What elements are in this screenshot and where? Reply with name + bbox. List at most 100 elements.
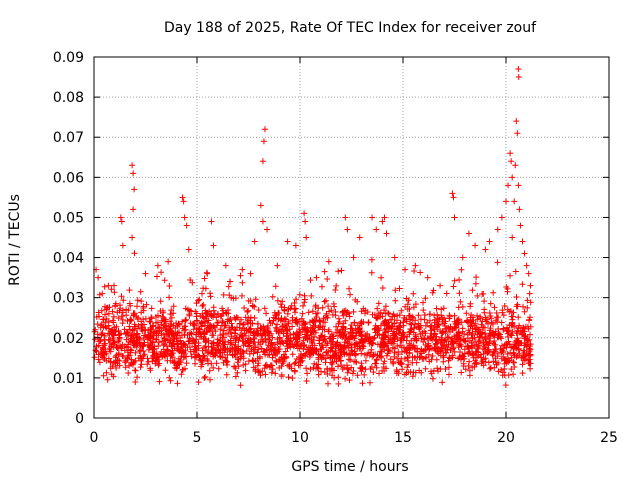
data-point: [130, 170, 137, 177]
data-point: [402, 266, 409, 273]
y-tick-label: 0: [75, 411, 84, 427]
data-point: [379, 218, 386, 225]
data-point: [465, 230, 472, 237]
data-point: [204, 270, 211, 277]
data-point: [313, 274, 320, 281]
data-point: [165, 258, 172, 265]
y-tick-label: 0.02: [53, 331, 84, 347]
data-point: [525, 270, 532, 277]
data-point: [391, 254, 398, 261]
data-point: [210, 242, 217, 249]
data-point: [503, 198, 509, 205]
data-point: [526, 290, 533, 297]
x-tick-label: 25: [600, 430, 618, 446]
data-point: [373, 226, 380, 233]
data-point: [512, 162, 519, 169]
data-point: [180, 198, 187, 205]
data-point: [482, 246, 489, 253]
data-point: [185, 246, 192, 253]
data-point: [259, 218, 266, 225]
data-point: [521, 250, 528, 257]
data-point: [350, 254, 357, 261]
data-point: [519, 238, 526, 245]
data-point: [369, 214, 376, 221]
data-point: [261, 126, 268, 133]
data-point: [516, 206, 523, 213]
data-point: [451, 214, 458, 221]
data-point: [515, 74, 522, 81]
data-point: [515, 182, 522, 189]
data-point: [424, 274, 431, 281]
x-tick-label: 10: [291, 430, 309, 446]
data-point: [131, 186, 138, 193]
y-axis-label: ROTI / TECUs: [7, 194, 23, 286]
data-point: [301, 210, 308, 217]
roti-series: [91, 66, 534, 389]
data-point: [437, 282, 444, 289]
data-point: [342, 214, 349, 221]
data-point: [179, 194, 186, 201]
data-point: [181, 214, 188, 221]
data-point: [222, 262, 229, 269]
data-point: [142, 270, 149, 277]
data-point: [105, 282, 112, 289]
chart-title: Day 188 of 2025, Rate Of TEC Index for r…: [164, 20, 537, 36]
data-point: [513, 118, 520, 125]
data-point: [208, 218, 215, 225]
data-point: [274, 262, 281, 269]
data-point: [260, 138, 267, 145]
x-tick-label: 5: [193, 430, 202, 446]
data-point: [494, 226, 501, 233]
data-point: [383, 230, 390, 237]
data-point: [507, 150, 514, 157]
x-tick-label: 0: [90, 430, 99, 446]
data-point: [509, 234, 516, 241]
data-point: [509, 174, 516, 181]
data-point: [183, 222, 190, 229]
plot-frame: [93, 56, 610, 419]
data-point: [154, 262, 161, 269]
data-point: [117, 214, 124, 221]
data-point: [498, 214, 505, 221]
y-tick-label: 0.06: [53, 170, 84, 186]
data-point: [511, 198, 518, 205]
data-point: [344, 226, 351, 233]
data-point: [517, 222, 524, 229]
y-tick-label: 0.05: [53, 210, 84, 226]
data-point: [129, 162, 136, 169]
plot-border: [93, 56, 610, 419]
x-tick-label: 20: [497, 430, 515, 446]
axis-ticks: 0 5 10 15 20 25 0 0.01 0.02 0.03 0.04 0.05 0.06 0.07 0…: [53, 50, 618, 446]
data-point: [259, 158, 266, 165]
data-point: [508, 158, 515, 165]
data-point: [251, 238, 258, 245]
data-point: [264, 226, 271, 233]
data-point: [247, 270, 254, 277]
data-point: [459, 254, 466, 261]
x-tick-label: 15: [394, 430, 412, 446]
data-point: [381, 214, 388, 221]
data-point: [450, 194, 457, 201]
data-point: [505, 182, 512, 189]
data-point: [325, 258, 332, 265]
y-tick-label: 0.08: [53, 90, 84, 106]
data-point: [284, 238, 291, 245]
data-point: [303, 234, 310, 241]
data-point: [472, 242, 479, 249]
data-point: [130, 206, 137, 213]
data-point: [412, 262, 419, 269]
data-point: [449, 190, 456, 197]
data-point: [302, 218, 309, 225]
data-point: [239, 266, 246, 273]
data-point: [486, 238, 493, 245]
y-tick-label: 0.03: [53, 291, 84, 307]
data-point: [129, 234, 136, 241]
data-point: [226, 278, 233, 285]
data-point: [118, 218, 125, 225]
data-point: [523, 262, 530, 269]
y-tick-label: 0.09: [53, 50, 84, 66]
y-tick-label: 0.07: [53, 130, 84, 146]
x-axis-label: GPS time / hours: [291, 459, 408, 475]
data-band-points: [91, 250, 534, 389]
